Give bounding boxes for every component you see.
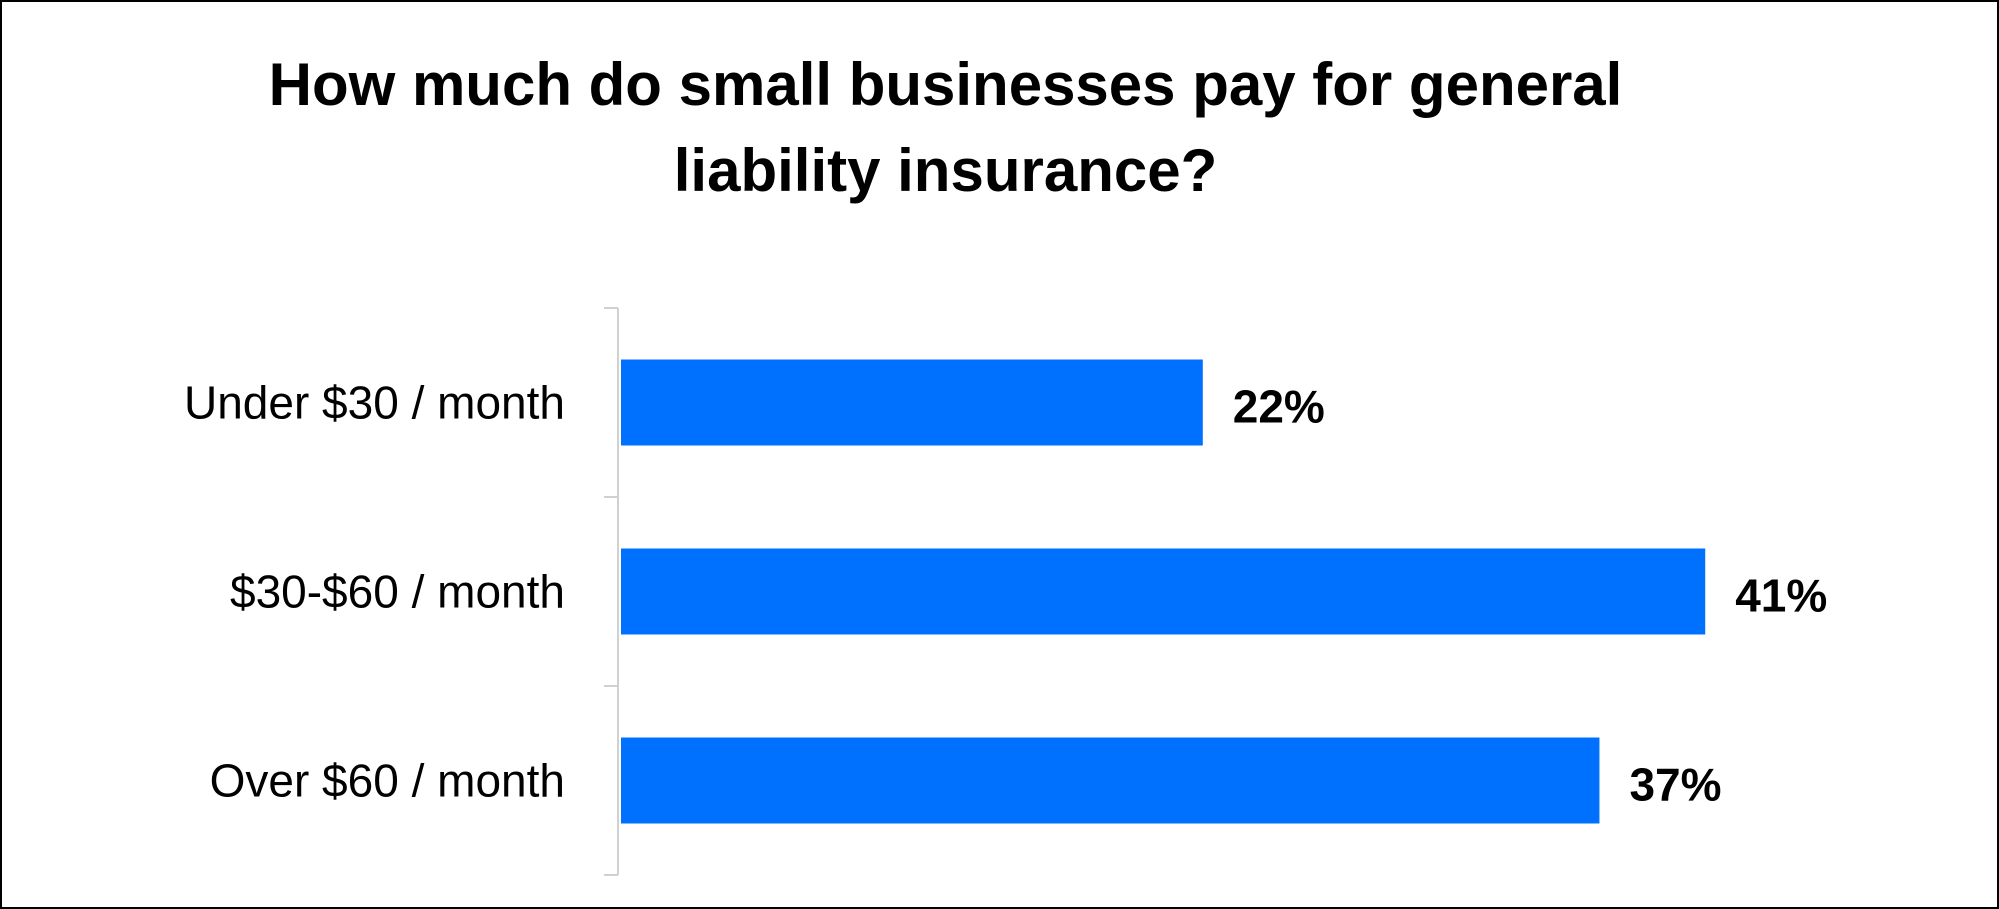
data-label: 41% [1735, 570, 1827, 622]
category-label: Under $30 / month [184, 377, 565, 429]
bar [621, 737, 1600, 824]
bar [621, 548, 1706, 635]
axis [604, 307, 619, 876]
data-label: 37% [1629, 759, 1721, 811]
chart-title-line-1: How much do small businesses pay for gen… [268, 51, 1623, 118]
chart-title: How much do small businesses pay for gen… [2, 42, 1889, 214]
bar [621, 359, 1203, 446]
bars [621, 359, 1706, 824]
chart-title-line-2: liability insurance? [673, 137, 1218, 204]
category-label: Over $60 / month [210, 755, 565, 807]
labels: Under $30 / month 22% $30-$60 / month 41% Ov… [184, 377, 1827, 811]
category-label: $30-$60 / month [230, 566, 565, 618]
data-label: 22% [1233, 381, 1325, 433]
